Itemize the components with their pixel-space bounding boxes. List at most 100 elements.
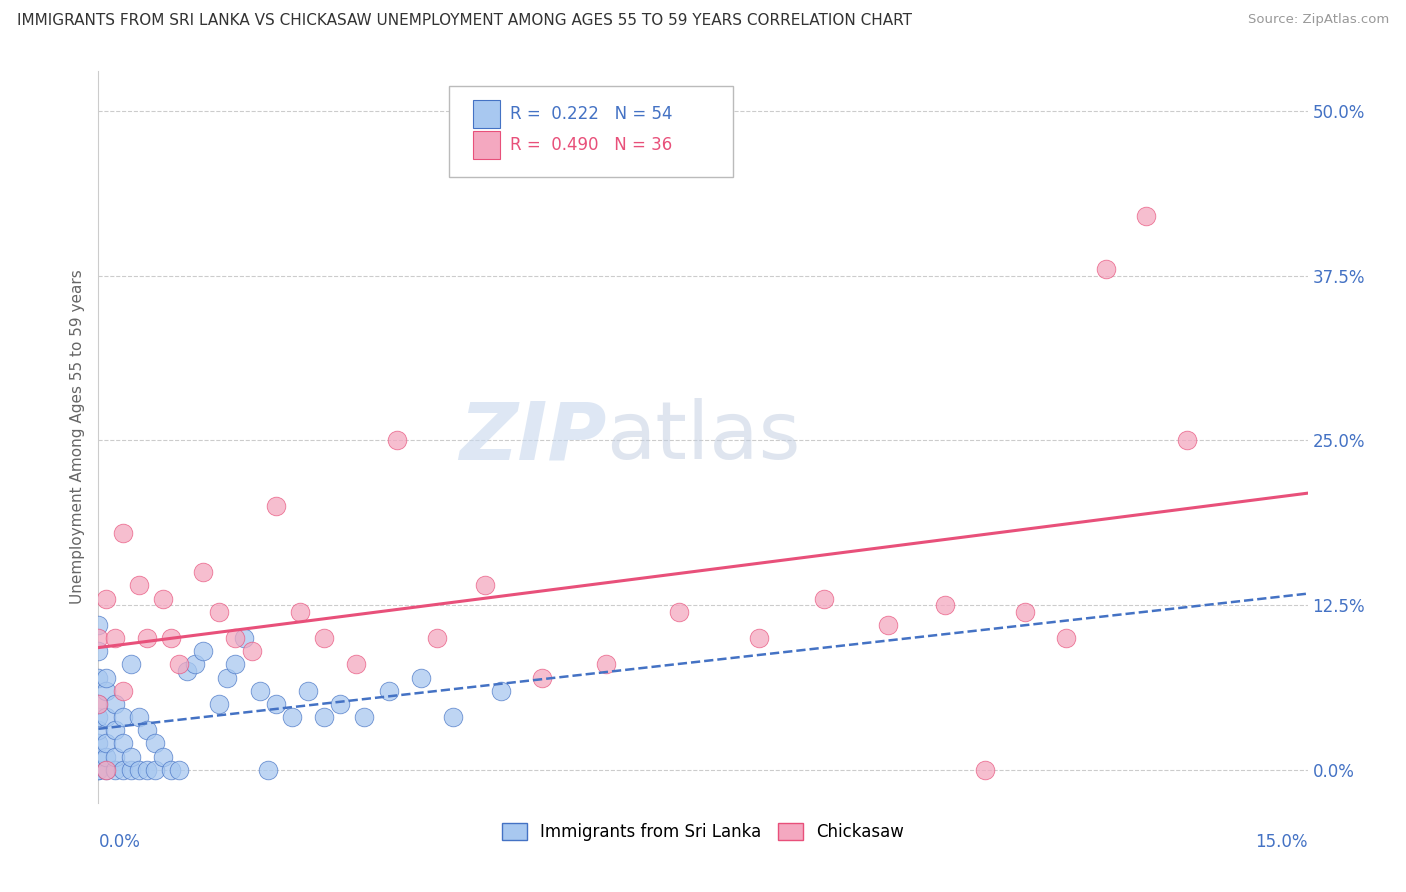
Point (208, 605, 231, 619)
Point (87, 631, 110, 645)
Point (87, 737, 110, 751)
Point (813, 591, 835, 606)
Point (87, 618, 110, 632)
FancyBboxPatch shape (449, 86, 734, 178)
Point (96, 671, 118, 685)
Point (281, 710, 304, 724)
Point (377, 683, 399, 698)
Point (409, 671, 432, 685)
Point (87, 644, 110, 658)
Point (87, 763, 110, 777)
Point (474, 578, 496, 592)
Point (96, 683, 118, 698)
Point (748, 631, 770, 645)
Point (167, 657, 190, 672)
Point (1095, 262, 1118, 277)
Point (111, 710, 134, 724)
Text: R =  0.222   N = 54: R = 0.222 N = 54 (509, 104, 672, 123)
Point (184, 657, 207, 672)
Point (111, 525, 134, 540)
Point (256, 763, 278, 777)
Point (120, 657, 142, 672)
Point (314, 710, 336, 724)
Point (87, 763, 110, 777)
Point (314, 631, 336, 645)
Point (103, 749, 125, 764)
Point (426, 631, 449, 645)
Text: ZIP: ZIP (458, 398, 606, 476)
FancyBboxPatch shape (474, 131, 501, 159)
Y-axis label: Unemployment Among Ages 55 to 59 years: Unemployment Among Ages 55 to 59 years (70, 269, 86, 605)
Point (264, 697, 287, 711)
Point (193, 565, 215, 579)
Point (152, 591, 174, 606)
Point (193, 644, 215, 658)
Point (96, 749, 118, 764)
Point (1175, 434, 1198, 448)
Point (353, 710, 375, 724)
Point (128, 710, 150, 724)
Point (934, 598, 956, 612)
Point (96, 710, 118, 724)
Text: Source: ZipAtlas.com: Source: ZipAtlas.com (1249, 13, 1389, 27)
Point (530, 671, 553, 685)
Point (224, 657, 246, 672)
Text: atlas: atlas (606, 398, 800, 476)
Point (160, 763, 183, 777)
FancyBboxPatch shape (474, 100, 501, 128)
Text: R =  0.490   N = 36: R = 0.490 N = 36 (509, 136, 672, 154)
Point (103, 697, 125, 711)
Point (111, 737, 134, 751)
Point (1054, 631, 1077, 645)
Point (96, 737, 118, 751)
Text: 15.0%: 15.0% (1256, 833, 1308, 851)
Point (385, 434, 408, 448)
Point (974, 763, 997, 777)
Point (1014, 605, 1036, 619)
Point (249, 683, 271, 698)
Point (224, 631, 246, 645)
Point (176, 664, 198, 678)
Point (668, 605, 690, 619)
Point (87, 671, 110, 685)
Point (143, 763, 166, 777)
Point (111, 683, 134, 698)
Point (152, 749, 174, 764)
Point (240, 644, 263, 658)
Point (111, 763, 134, 777)
Point (232, 631, 254, 645)
Point (595, 657, 617, 672)
Point (96, 763, 118, 777)
Point (87, 749, 110, 764)
Point (96, 763, 118, 777)
Point (1135, 210, 1157, 224)
Point (441, 710, 464, 724)
Point (135, 631, 157, 645)
Point (344, 657, 367, 672)
Point (877, 618, 900, 632)
Legend: Immigrants from Sri Lanka, Chickasaw: Immigrants from Sri Lanka, Chickasaw (494, 814, 912, 849)
Point (87, 697, 110, 711)
Point (103, 631, 125, 645)
Point (160, 631, 183, 645)
Point (87, 723, 110, 738)
Point (208, 697, 231, 711)
Point (217, 671, 239, 685)
Point (96, 591, 118, 606)
Point (135, 763, 157, 777)
Text: 0.0%: 0.0% (98, 833, 141, 851)
Point (491, 683, 513, 698)
Text: IMMIGRANTS FROM SRI LANKA VS CHICKASAW UNEMPLOYMENT AMONG AGES 55 TO 59 YEARS CO: IMMIGRANTS FROM SRI LANKA VS CHICKASAW U… (17, 13, 912, 29)
Point (135, 723, 157, 738)
Point (120, 749, 142, 764)
Point (264, 500, 287, 514)
Point (143, 737, 166, 751)
Point (128, 763, 150, 777)
Point (103, 763, 125, 777)
Point (329, 697, 352, 711)
Point (103, 723, 125, 738)
Point (288, 605, 311, 619)
Point (297, 683, 319, 698)
Point (87, 697, 110, 711)
Point (120, 763, 142, 777)
